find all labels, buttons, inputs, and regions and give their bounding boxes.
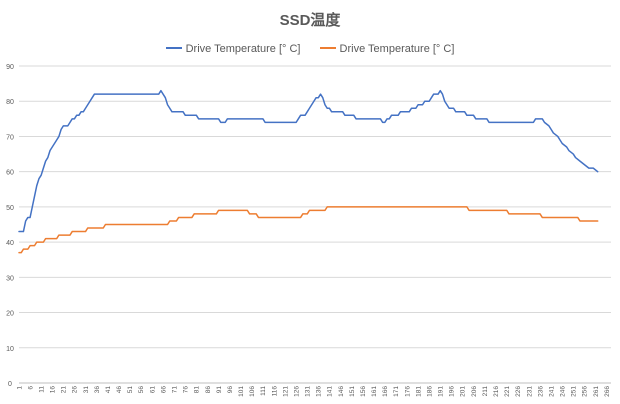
x-tick-label-96: 96 (227, 386, 234, 394)
x-tick-label-111: 111 (260, 386, 267, 396)
x-tick-label-76: 76 (183, 386, 190, 394)
series-line-2 (18, 206, 599, 254)
x-tick-label-181: 181 (415, 386, 422, 397)
x-tick-label-21: 21 (61, 386, 68, 394)
x-tick-label-1: 1 (16, 386, 23, 390)
x-tick-label-166: 166 (382, 386, 389, 397)
y-tick-label-40: 40 (6, 240, 14, 247)
x-tick-label-261: 261 (593, 386, 600, 397)
x-tick-label-136: 136 (316, 386, 323, 397)
legend-item-series-1: Drive Temperature [° C] (165, 43, 301, 55)
x-tick-label-191: 191 (438, 386, 445, 397)
x-tick-label-226: 226 (515, 386, 522, 397)
x-tick-label-201: 201 (460, 386, 467, 397)
y-tick-label-0: 0 (8, 381, 12, 388)
x-tick-label-151: 151 (349, 386, 356, 397)
x-tick-label-251: 251 (571, 386, 578, 397)
x-tick-label-131: 131 (305, 386, 312, 397)
y-tick-label-60: 60 (6, 170, 14, 177)
x-tick-label-91: 91 (216, 386, 223, 394)
y-tick-label-90: 90 (6, 64, 14, 71)
x-tick-label-216: 216 (493, 386, 500, 397)
x-tick-label-106: 106 (249, 386, 256, 397)
x-tick-label-146: 146 (338, 386, 345, 397)
x-tick-label-6: 6 (27, 386, 34, 390)
x-tick-label-171: 171 (393, 386, 400, 397)
x-tick-label-256: 256 (582, 386, 589, 397)
x-tick-label-71: 71 (172, 386, 179, 394)
y-tick-label-20: 20 (6, 311, 14, 318)
y-tick-label-80: 80 (6, 99, 14, 106)
x-tick-label-186: 186 (426, 386, 433, 397)
x-tick-label-51: 51 (127, 386, 134, 394)
y-tick-label-50: 50 (6, 205, 14, 212)
legend-swatch-series-1 (165, 47, 182, 50)
legend-label-series-2: Drive Temperature [° C] (339, 43, 455, 55)
x-tick-label-36: 36 (94, 386, 101, 394)
x-tick-label-156: 156 (360, 386, 367, 397)
x-tick-label-46: 46 (116, 386, 123, 394)
x-tick-label-231: 231 (526, 386, 533, 397)
legend-item-series-2: Drive Temperature [° C] (319, 43, 455, 55)
y-tick-label-30: 30 (6, 275, 14, 282)
x-tick-label-176: 176 (404, 386, 411, 397)
x-tick-label-81: 81 (194, 386, 201, 394)
x-tick-label-236: 236 (537, 386, 544, 397)
x-tick-label-266: 266 (604, 386, 611, 397)
legend-swatch-series-2 (319, 47, 336, 50)
x-tick-label-221: 221 (504, 386, 511, 397)
x-tick-label-196: 196 (449, 386, 456, 397)
chart-title: SSD温度 (279, 12, 341, 29)
x-tick-label-11: 11 (38, 386, 45, 393)
x-tick-label-141: 141 (327, 386, 334, 397)
x-tick-label-31: 31 (83, 386, 90, 394)
x-tick-label-116: 116 (271, 386, 278, 397)
x-tick-label-86: 86 (205, 386, 212, 394)
x-tick-label-101: 101 (238, 386, 245, 397)
x-tick-label-246: 246 (560, 386, 567, 397)
x-tick-label-161: 161 (371, 386, 378, 397)
legend-label-series-1: Drive Temperature [° C] (185, 43, 301, 55)
x-tick-label-41: 41 (105, 386, 112, 394)
legend: Drive Temperature [° C] Drive Temperatur… (0, 43, 620, 55)
x-tick-label-61: 61 (149, 386, 156, 394)
series-line-1 (18, 89, 599, 233)
x-tick-label-126: 126 (293, 386, 300, 397)
x-tick-label-56: 56 (138, 386, 145, 394)
y-tick-label-70: 70 (6, 134, 14, 141)
x-tick-label-121: 121 (282, 386, 289, 397)
x-tick-label-241: 241 (548, 386, 555, 397)
x-tick-label-26: 26 (72, 386, 79, 394)
x-tick-label-211: 211 (482, 386, 489, 397)
x-tick-label-66: 66 (160, 386, 167, 394)
x-tick-label-206: 206 (471, 386, 478, 397)
y-tick-label-10: 10 (6, 346, 14, 353)
x-tick-label-16: 16 (50, 386, 57, 394)
